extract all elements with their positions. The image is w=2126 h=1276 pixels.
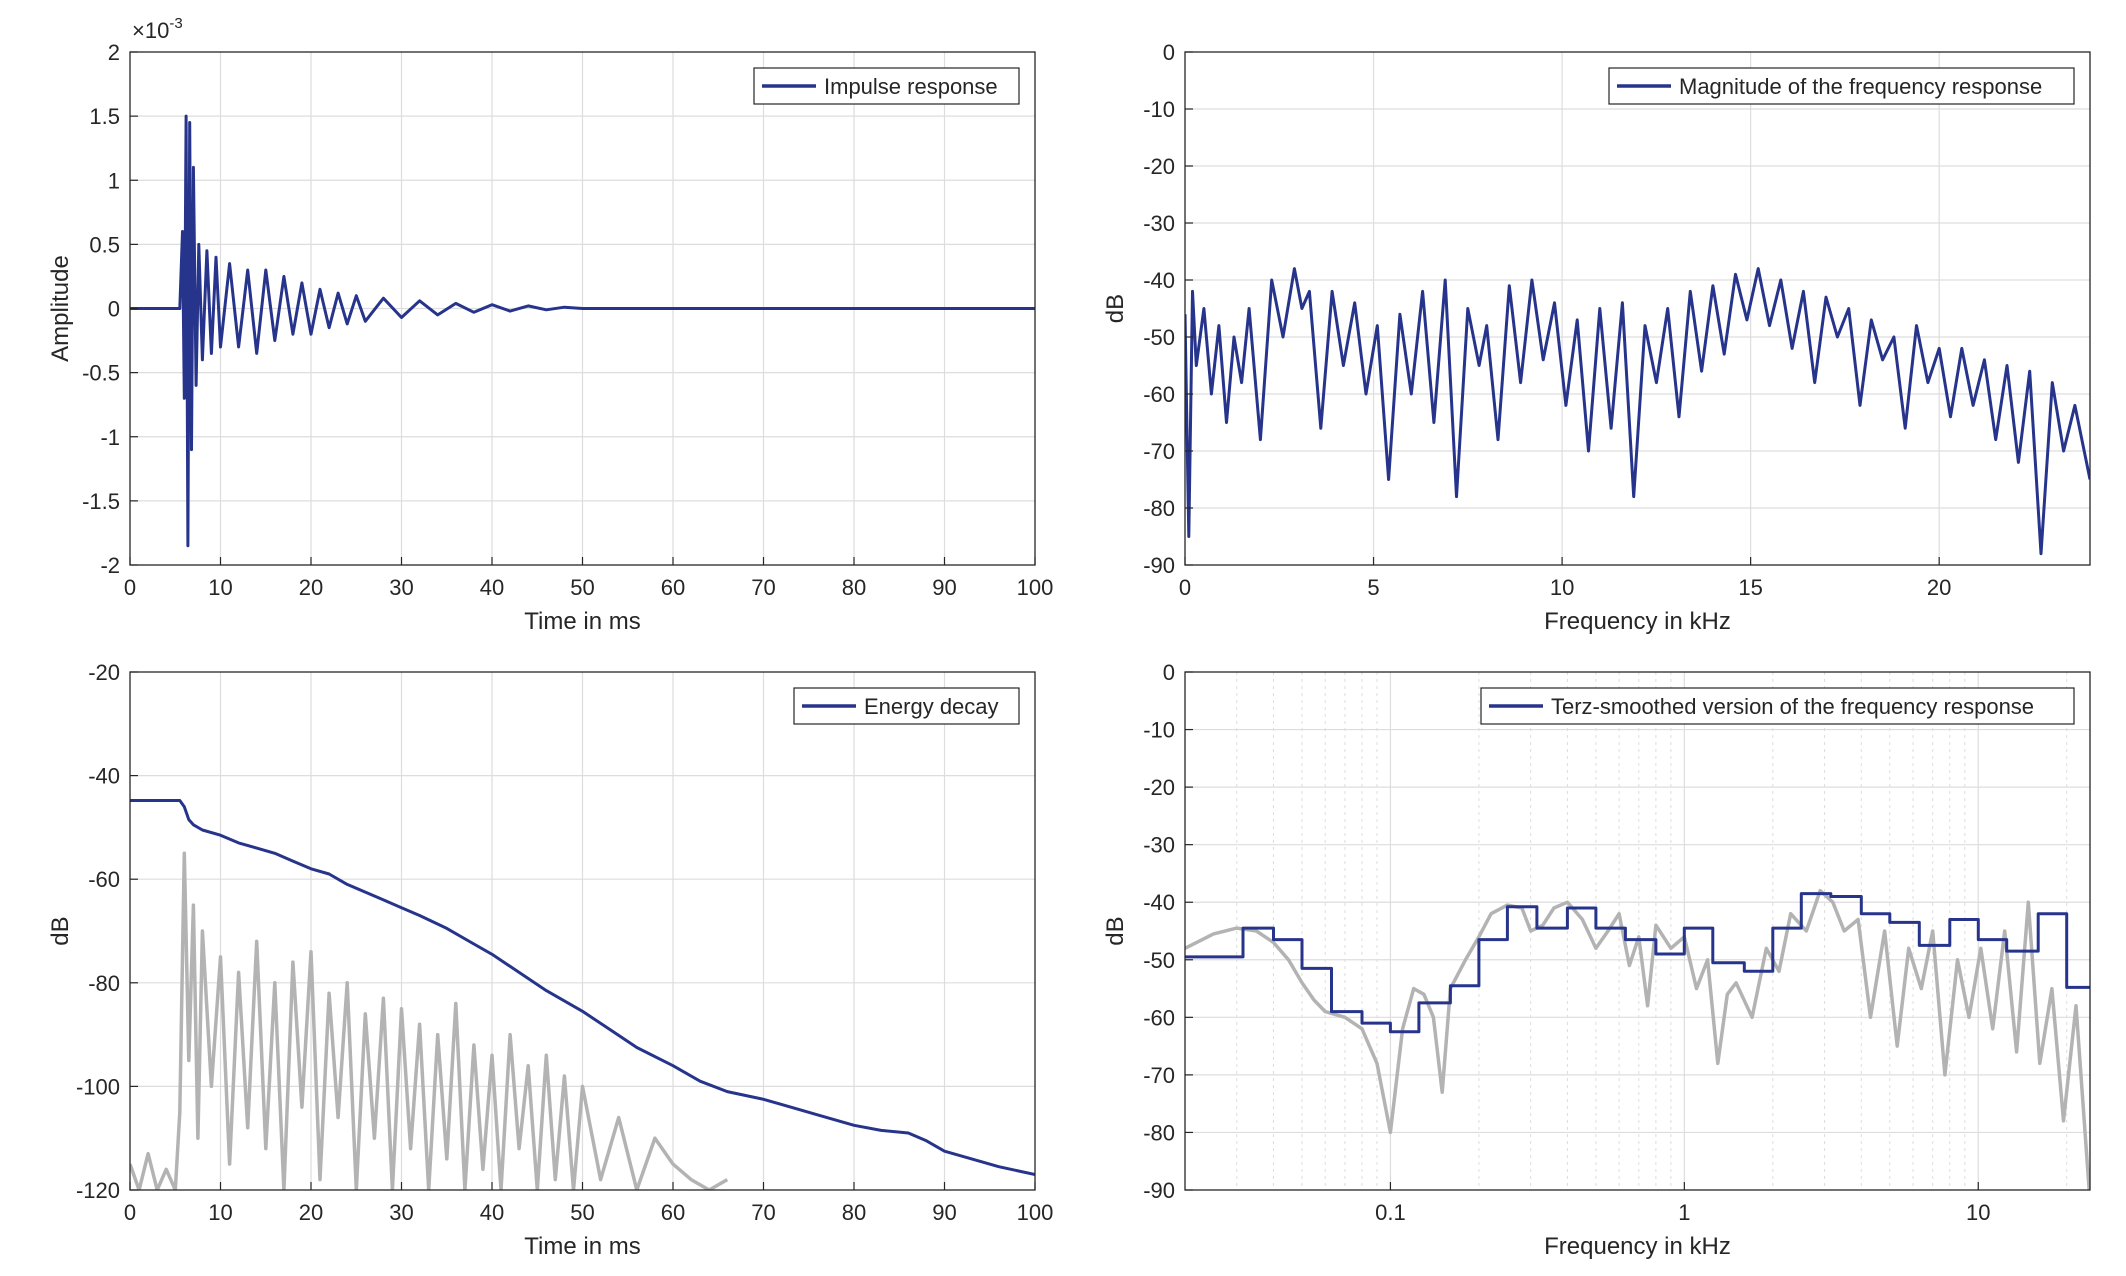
x-tick-label: 80: [842, 575, 866, 600]
y-tick-label: 1: [108, 168, 120, 193]
legend-label: Impulse response: [824, 74, 998, 99]
x-tick-label: 15: [1738, 575, 1762, 600]
x-tick-label: 20: [299, 1200, 323, 1225]
x-axis-label: Frequency in kHz: [1544, 608, 1731, 635]
x-tick-label: 1: [1678, 1200, 1690, 1225]
legend-label: Magnitude of the frequency response: [1679, 74, 2042, 99]
y-tick-label: -20: [88, 660, 120, 685]
panel-impulse-response: 0 10 20 30 40 50 60 70 80 90 100 2 1.5 1 0.5 0 -0.5 -1 -1.…: [47, 15, 1053, 635]
series-line: [130, 799, 1035, 1176]
x-tick-label: 30: [389, 575, 413, 600]
x-axis-label: Time in ms: [524, 608, 640, 635]
y-tick-label: 0.5: [89, 232, 120, 257]
x-tick-label: 20: [1927, 575, 1951, 600]
legend-label: Terz-smoothed version of the frequency r…: [1551, 694, 2034, 719]
x-tick-label: 0: [124, 1200, 136, 1225]
x-tick-label: 70: [751, 575, 775, 600]
y-tick-label: -20: [1143, 154, 1175, 179]
y-tick-label: -60: [1143, 1005, 1175, 1030]
y-tick-label: -10: [1143, 97, 1175, 122]
y-tick-label: -2: [100, 553, 120, 578]
axes-box: [1184, 671, 2091, 1191]
y-tick-label: -120: [76, 1178, 120, 1203]
x-tick-label: 50: [570, 575, 594, 600]
y-tick-label: -30: [1143, 211, 1175, 236]
panel-frequency-magnitude: 0 5 10 15 20 0 -10 -20 -30 -40 -50 -60 -70 -80 -90 Freq…: [1102, 40, 2091, 635]
x-tick-label: 90: [932, 575, 956, 600]
y-tick-label: 0: [1163, 40, 1175, 65]
x-tick-label: 60: [661, 575, 685, 600]
y-tick-label: -10: [1143, 718, 1175, 743]
panel-energy-decay: 0 10 20 30 40 50 60 70 80 90 100 -20 -40 -60 -80 -100 -1…: [47, 660, 1053, 1260]
y-tick-label: -100: [76, 1074, 120, 1099]
x-tick-label: 80: [842, 1200, 866, 1225]
background-series-line: [1185, 888, 2090, 1190]
y-tick-label: 0: [1163, 660, 1175, 685]
y-tick-label: 2: [108, 40, 120, 65]
plot-area: [1185, 672, 2090, 1190]
x-tick-label: 30: [389, 1200, 413, 1225]
y-axis-label: dB: [1102, 916, 1129, 945]
y-axis-label: Amplitude: [47, 255, 74, 362]
x-tick-label: 0: [1179, 575, 1191, 600]
y-tick-label: -50: [1143, 325, 1175, 350]
x-tick-label: 0: [124, 575, 136, 600]
y-tick-label: -60: [1143, 382, 1175, 407]
x-tick-label: 70: [751, 1200, 775, 1225]
y-tick-label: -40: [1143, 890, 1175, 915]
y-tick-label: -30: [1143, 833, 1175, 858]
y-tick-label: -80: [1143, 496, 1175, 521]
x-tick-label: 100: [1017, 575, 1054, 600]
legend-box: [1608, 67, 2075, 105]
legend-label: Energy decay: [864, 694, 999, 719]
y-tick-label: -50: [1143, 948, 1175, 973]
y-tick-label: -60: [88, 867, 120, 892]
series-line: [1185, 892, 2090, 1034]
legend-box: [1480, 687, 2075, 725]
series-line: [130, 114, 1035, 548]
y-tick-label: -40: [1143, 268, 1175, 293]
x-tick-label: 10: [1550, 575, 1574, 600]
y-tick-label: 0: [108, 297, 120, 322]
y-tick-label: -1.5: [82, 489, 120, 514]
x-tick-label: 10: [208, 1200, 232, 1225]
series-line: [1185, 267, 2090, 556]
axes-box: [1184, 51, 2091, 566]
y-tick-label: -70: [1143, 439, 1175, 464]
background-series-line: [130, 851, 729, 1190]
x-axis-label: Frequency in kHz: [1544, 1233, 1731, 1260]
y-tick-label: -0.5: [82, 361, 120, 386]
y-exponent-power: -3: [169, 15, 182, 32]
x-tick-label: 5: [1367, 575, 1379, 600]
plot-area: [1185, 52, 2090, 565]
y-tick-label: -90: [1143, 553, 1175, 578]
x-tick-label: 100: [1017, 1200, 1054, 1225]
x-tick-label: 20: [299, 575, 323, 600]
x-tick-label: 50: [570, 1200, 594, 1225]
x-tick-label: 40: [480, 1200, 504, 1225]
y-axis-label: dB: [1102, 294, 1129, 323]
y-tick-label: -70: [1143, 1063, 1175, 1088]
x-tick-label: 0.1: [1375, 1200, 1406, 1225]
x-tick-label: 10: [1966, 1200, 1990, 1225]
y-tick-label: -90: [1143, 1178, 1175, 1203]
y-axis-label: dB: [47, 916, 74, 945]
panel-terz-smoothed: 0.1 1 10 0 -10 -20 -30 -40 -50 -60 -70 -80 -90 Freque…: [1102, 660, 2091, 1260]
y-tick-label: -40: [88, 764, 120, 789]
x-tick-label: 10: [208, 575, 232, 600]
x-tick-label: 40: [480, 575, 504, 600]
y-tick-label: 1.5: [89, 104, 120, 129]
y-tick-label: -80: [1143, 1120, 1175, 1145]
y-tick-label: -1: [100, 425, 120, 450]
y-tick-label: -20: [1143, 775, 1175, 800]
x-axis-label: Time in ms: [524, 1233, 640, 1260]
x-tick-label: 90: [932, 1200, 956, 1225]
x-tick-label: 60: [661, 1200, 685, 1225]
y-tick-label: -80: [88, 971, 120, 996]
y-exponent-label: ×10-3: [132, 15, 183, 43]
